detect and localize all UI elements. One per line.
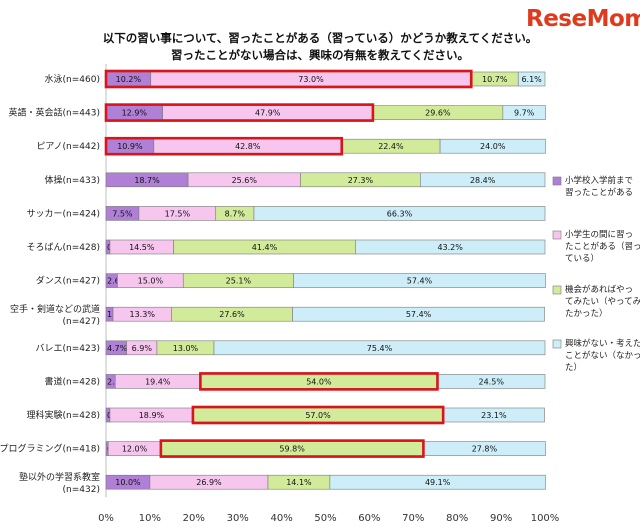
category-label: そろばん(n=428) [27, 242, 100, 253]
legend-label: 小学生の間に習ったことがある（習っている） [565, 229, 640, 264]
category-label: ダンス(n=427) [36, 275, 100, 287]
data-label: 10.9% [117, 142, 143, 151]
x-tick-label: 80% [446, 513, 468, 524]
data-label: 28.4% [470, 176, 496, 185]
data-label: 57.4% [406, 310, 432, 319]
category-label: プログラミング(n=418) [0, 443, 100, 455]
category-label: 書道(n=428) [45, 375, 100, 387]
legend-label: 興味がない・考えたことがない（なかった） [565, 338, 640, 373]
data-label: 43.2% [437, 243, 463, 252]
data-label: 18.7% [134, 176, 160, 185]
x-tick-label: 50% [314, 513, 336, 524]
data-label: 27.3% [348, 176, 374, 185]
x-tick-label: 10% [139, 513, 161, 524]
data-label: 9.7% [514, 109, 535, 118]
category-label: 塾以外の学習系教室(n=432) [19, 471, 100, 495]
data-label: 54.0% [306, 377, 332, 386]
x-tick-label: 0% [98, 513, 114, 524]
data-label: 73.0% [298, 75, 324, 84]
legend-label: 機会があればやってみたい（やってみたかった） [565, 284, 640, 319]
data-label: 6.9% [132, 344, 153, 353]
category-label: 理科実験(n=428) [27, 409, 100, 421]
chart-title-line-1: 以下の習い事について、習ったことがある（習っている）かどうか教えてください。 [102, 31, 538, 45]
data-label: 10.7% [482, 75, 508, 84]
data-label: 25.6% [232, 176, 258, 185]
x-tick-label: 40% [270, 513, 292, 524]
highlight-box [104, 69, 473, 89]
data-label: 10.2% [116, 75, 142, 84]
x-tick-label: 30% [227, 513, 249, 524]
legend-swatch [552, 339, 562, 349]
category-label: ピアノ(n=442) [36, 141, 100, 152]
data-label: 17.5% [165, 209, 191, 218]
category-label: バレエ(n=423) [36, 343, 100, 354]
bar-segment [213, 340, 546, 356]
bar-segment [292, 306, 545, 322]
data-label: 24.5% [479, 377, 505, 386]
data-label: 12.0% [122, 445, 148, 454]
bar-segment [329, 474, 546, 490]
data-label: 6.1% [521, 75, 542, 84]
bar-segment [420, 172, 546, 188]
bar-segment [439, 138, 546, 154]
data-label: 24.0% [480, 142, 506, 151]
data-label: 7.5% [112, 209, 133, 218]
data-label: 10.0% [115, 478, 141, 487]
data-label: 27.8% [472, 445, 498, 454]
data-label: 14.1% [286, 478, 312, 487]
x-tick-label: 70% [402, 513, 424, 524]
x-tick-label: 90% [490, 513, 512, 524]
data-label: 42.8% [235, 142, 261, 151]
x-tick-label: 60% [358, 513, 380, 524]
legend-label: 小学校入学前まで習ったことがある [565, 175, 633, 198]
data-label: 66.3% [387, 209, 413, 218]
legend-swatch [552, 176, 562, 186]
data-label: 13.3% [130, 310, 156, 319]
data-label: 12.9% [122, 109, 148, 118]
highlight-box [199, 372, 439, 391]
bar-segment [293, 273, 546, 288]
category-label: 空手・剣道などの武道(n=427) [10, 303, 100, 327]
data-label: 23.1% [481, 411, 507, 420]
data-label: 29.6% [425, 109, 451, 118]
highlight-box [191, 405, 445, 425]
legend-swatch [552, 285, 562, 295]
data-label: 27.6% [219, 310, 245, 319]
data-label: 57.0% [305, 411, 331, 420]
data-label: 57.4% [407, 277, 433, 286]
category-label: 英語・英会話(n=443) [9, 107, 100, 119]
data-label: 8.7% [225, 209, 246, 218]
resemom-logo: ReseMom [526, 6, 640, 32]
data-label: 26.9% [196, 478, 222, 487]
category-label: サッカー(n=424) [27, 208, 100, 219]
data-label: 19.4% [145, 377, 171, 386]
chart-title-line-2: 習ったことがない場合は、興味の有無を教えてください。 [170, 48, 470, 62]
highlight-box [104, 136, 344, 156]
data-label: 18.9% [139, 411, 165, 420]
data-label: 75.4% [367, 344, 393, 353]
x-tick-label: 100% [531, 513, 560, 524]
category-label: 水泳(n=460) [45, 73, 100, 85]
x-tick-label: 20% [183, 513, 205, 524]
highlight-box [104, 103, 375, 122]
bar-segment [253, 206, 546, 221]
data-label: 4.7% [107, 344, 128, 353]
highlight-box [159, 439, 425, 458]
bar-segment [355, 239, 546, 255]
data-label: 47.9% [255, 109, 281, 118]
data-label: 25.1% [226, 277, 252, 286]
bar-segment [502, 105, 546, 120]
data-label: 41.4% [252, 243, 278, 252]
data-label: 22.4% [378, 142, 404, 151]
data-label: 59.8% [279, 445, 305, 454]
category-label: 体操(n=433) [45, 174, 100, 186]
data-label: 14.5% [129, 243, 155, 252]
data-label: 15.0% [138, 277, 164, 286]
bar-segment [517, 71, 546, 87]
data-label: 49.1% [425, 478, 451, 487]
data-label: 13.0% [173, 344, 199, 353]
legend-swatch [552, 230, 562, 240]
